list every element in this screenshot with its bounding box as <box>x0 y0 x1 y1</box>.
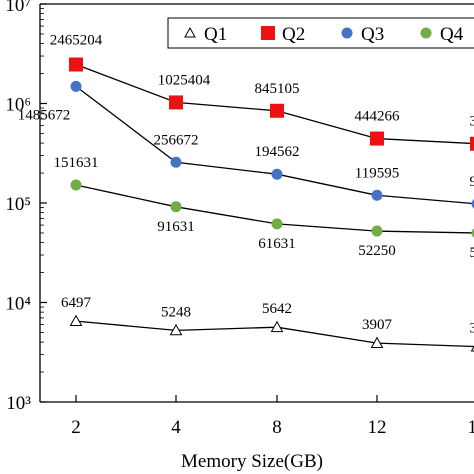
point-q4-8 <box>271 218 283 230</box>
data-label-q3: 256672 <box>154 132 199 148</box>
data-label-q4: 52250 <box>358 243 396 259</box>
point-q4-2 <box>70 179 82 191</box>
legend-marker-q3 <box>341 27 353 39</box>
point-q4-4 <box>170 201 182 213</box>
x-tick-label: 2 <box>71 417 81 438</box>
point-q3-16 <box>471 199 474 209</box>
legend-marker-q4 <box>420 27 432 39</box>
legend-marker-q1 <box>184 26 196 38</box>
data-label-q3: 1485672 <box>18 107 71 123</box>
y-axis-ticks: 10³ 10⁴ 10⁵ 10⁶ 10⁷ <box>5 0 47 414</box>
data-label-q1: 5248 <box>161 304 191 320</box>
data-label-q1: 36 <box>470 321 474 337</box>
x-axis-ticks: 2 4 8 12 16 <box>71 395 474 438</box>
y-tick-label: 10⁷ <box>5 0 31 16</box>
data-label-q4: 91631 <box>157 219 195 235</box>
point-q3-8 <box>271 168 283 180</box>
data-label-q4: 50 <box>470 245 474 261</box>
data-label-q3: 98 <box>470 174 474 190</box>
data-label-q4: 151631 <box>54 155 99 171</box>
point-q2-4 <box>169 95 183 110</box>
x-tick-label: 4 <box>171 417 181 438</box>
y-tick-label: 10⁶ <box>5 95 31 116</box>
data-label-q2: 39 <box>470 114 474 130</box>
point-q1-2 <box>69 314 83 327</box>
data-label-q3: 194562 <box>255 144 300 160</box>
point-q2-8 <box>270 103 284 118</box>
legend-marker-q2 <box>261 26 275 40</box>
x-tick-label: 16 <box>468 417 474 438</box>
data-label-q1: 3907 <box>362 317 393 333</box>
point-q3-12 <box>371 189 383 201</box>
legend-label-q4: Q4 <box>440 24 464 45</box>
point-q1-12 <box>370 336 384 349</box>
y-tick-label: 10⁵ <box>5 194 31 215</box>
legend: Q1 Q2 Q3 Q4 <box>167 17 474 49</box>
legend-label-q1: Q1 <box>204 24 227 45</box>
point-q2-12 <box>370 131 384 146</box>
data-label-q4: 61631 <box>258 236 296 252</box>
x-tick-label: 8 <box>272 417 282 438</box>
y-tick-label: 10⁴ <box>5 294 31 315</box>
y-tick-label: 10³ <box>6 393 31 414</box>
x-axis-title: Memory Size(GB) <box>181 451 323 472</box>
data-label-q2: 444266 <box>355 109 401 125</box>
legend-label-q3: Q3 <box>361 24 384 45</box>
data-label-q2: 2465204 <box>50 33 103 49</box>
point-q3-4 <box>170 156 182 168</box>
data-label-q3: 119595 <box>355 165 399 181</box>
axes <box>39 3 474 403</box>
point-q3-2 <box>70 80 82 92</box>
data-labels: 6497 5248 5642 3907 36 2465204 1025404 845105 44… <box>18 33 474 337</box>
data-label-q1: 5642 <box>262 301 292 317</box>
point-q1-4 <box>169 323 183 336</box>
point-q4-12 <box>371 225 383 237</box>
series-markers <box>69 57 474 352</box>
point-q2-16 <box>470 136 474 151</box>
point-q2-2 <box>69 57 83 72</box>
data-label-q1: 6497 <box>61 295 92 311</box>
point-q1-16 <box>470 345 474 352</box>
data-label-q2: 1025404 <box>158 72 211 88</box>
point-q1-8 <box>270 320 284 333</box>
data-label-q2: 845105 <box>255 81 300 97</box>
legend-label-q2: Q2 <box>282 24 305 45</box>
x-tick-label: 12 <box>368 417 387 438</box>
point-q4-16 <box>471 228 474 238</box>
